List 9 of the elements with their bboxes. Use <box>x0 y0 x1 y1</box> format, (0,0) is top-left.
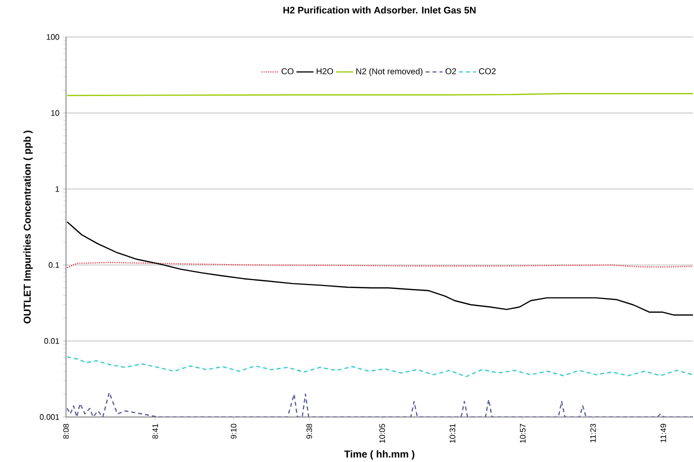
y-axis-title: OUTLET Impurities Concentration ( ppb ) <box>23 130 33 324</box>
line-series <box>66 356 694 378</box>
chart-title: H2 Purification with Adsorber. Inlet Gas 5N <box>283 6 476 14</box>
legend-label: O2 <box>446 68 456 74</box>
legend-label: CO2 <box>479 68 496 74</box>
x-axis-title: Time ( hh.mm ) <box>344 450 414 460</box>
legend-label: H2O <box>316 68 334 74</box>
legend-label: CO <box>282 68 294 74</box>
legend-label: N2 (Not removed) <box>356 68 422 76</box>
